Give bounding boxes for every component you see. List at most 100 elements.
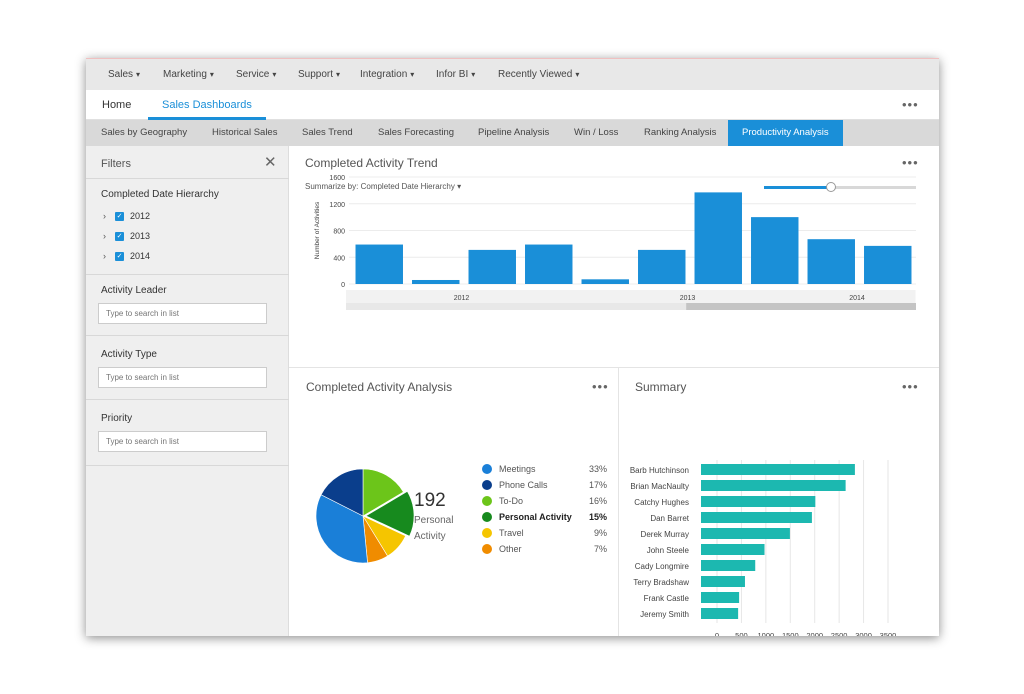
summary-bar — [701, 592, 740, 603]
menu-label: Infor BI — [436, 69, 469, 80]
y-category-label: Cady Longmire — [635, 562, 690, 571]
chevron-right-icon[interactable]: › — [103, 251, 106, 261]
trend-bar — [807, 239, 855, 284]
activity-leader-label: Activity Leader — [101, 285, 167, 296]
trend-bar — [751, 217, 799, 284]
y-category-label: Catchy Hughes — [634, 498, 689, 507]
activity-type-search-input[interactable] — [98, 367, 267, 388]
caret-down-icon: ▾ — [575, 70, 580, 79]
tab-home[interactable]: Home — [102, 99, 132, 111]
summary-title: Summary — [635, 380, 687, 394]
menu-label: Support — [298, 69, 334, 80]
subtab-win-loss[interactable]: Win / Loss — [574, 127, 619, 138]
divider — [86, 399, 289, 400]
x-tick-label: 500 — [735, 631, 748, 636]
subtab-historical-sales[interactable]: Historical Sales — [212, 127, 278, 138]
tree-item-2014[interactable]: › ✓ 2014 — [103, 249, 150, 263]
tree-item-label: 2012 — [130, 211, 151, 221]
subtab-pipeline-analysis[interactable]: Pipeline Analysis — [478, 127, 550, 138]
divider — [86, 178, 289, 179]
more-options-icon[interactable]: ••• — [592, 379, 609, 394]
scroll-thumb — [686, 303, 916, 310]
trend-bar — [638, 249, 686, 284]
more-options-icon[interactable]: ••• — [902, 155, 919, 170]
year-group-label: 2014 — [849, 295, 865, 302]
legend-item[interactable]: Personal Activity 15% — [482, 510, 607, 524]
date-hierarchy-label: Completed Date Hierarchy — [101, 189, 219, 200]
legend-color-dot — [482, 544, 492, 554]
tree-item-2012[interactable]: › ✓ 2012 — [103, 209, 150, 223]
menu-infor-bi[interactable]: Infor BI ▾ — [436, 69, 475, 80]
legend-color-dot — [482, 528, 492, 538]
menu-integration[interactable]: Integration ▾ — [360, 69, 414, 80]
tree-item-label: 2013 — [130, 231, 151, 241]
y-category-label: Barb Hutchinson — [630, 466, 689, 475]
legend-percent: 16% — [588, 496, 607, 506]
checkbox-checked-icon[interactable]: ✓ — [115, 211, 124, 221]
legend-percent: 33% — [588, 464, 607, 474]
slider-handle[interactable] — [826, 182, 836, 192]
legend-color-dot — [482, 496, 492, 506]
summary-panel: Summary ••• 0 500 1000 1500 2000 2500 3000 3500… — [620, 368, 939, 636]
legend-item[interactable]: Travel 9% — [482, 526, 607, 540]
caret-down-icon: ▾ — [471, 70, 476, 79]
caret-down-icon: ▾ — [410, 70, 415, 79]
legend-percent: 7% — [593, 544, 607, 554]
summary-bar — [701, 544, 765, 555]
summary-bar — [701, 528, 790, 539]
legend-item[interactable]: To-Do 16% — [482, 494, 607, 508]
subtab-sales-trend[interactable]: Sales Trend — [302, 127, 353, 138]
filters-title: Filters — [101, 158, 131, 170]
summary-bar — [701, 512, 812, 523]
tree-item-2013[interactable]: › ✓ 2013 — [103, 229, 150, 243]
summarize-by-dropdown[interactable]: Summarize by: Completed Date Hierarchy ▾ — [305, 182, 461, 191]
pie-slice — [365, 490, 415, 537]
legend-percent: 17% — [588, 480, 607, 490]
subtab-sales-by-geography[interactable]: Sales by Geography — [101, 127, 188, 138]
more-options-icon[interactable]: ••• — [902, 379, 919, 394]
legend-color-dot — [482, 464, 492, 474]
menu-label: Service — [236, 69, 270, 80]
priority-search-input[interactable] — [98, 431, 267, 452]
subtab-productivity-analysis[interactable]: Productivity Analysis — [728, 120, 843, 146]
checkbox-checked-icon[interactable]: ✓ — [115, 251, 124, 261]
caret-down-icon: ▾ — [209, 70, 214, 79]
menu-label: Recently Viewed — [498, 69, 573, 80]
y-category-label: Dan Barret — [650, 514, 689, 523]
legend-item[interactable]: Meetings 33% — [482, 462, 607, 476]
activity-leader-search-input[interactable] — [98, 303, 267, 324]
menu-recently-viewed[interactable]: Recently Viewed ▾ — [498, 69, 579, 80]
menu-label: Sales — [108, 69, 134, 80]
menu-sales[interactable]: Sales ▾ — [108, 69, 140, 80]
trend-bar — [412, 279, 460, 284]
summary-bar — [701, 464, 855, 475]
scroll-track — [346, 303, 916, 310]
more-options-icon[interactable]: ••• — [902, 97, 919, 112]
legend-label: Meetings — [499, 464, 536, 474]
sub-tab-bar: Sales by Geography Historical Sales Sale… — [86, 120, 939, 146]
menu-support[interactable]: Support ▾ — [298, 69, 340, 80]
top-menu-bar: Sales ▾ Marketing ▾ Service ▾ Support ▾ Inte… — [86, 58, 939, 90]
checkbox-checked-icon[interactable]: ✓ — [115, 231, 124, 241]
legend-item[interactable]: Other 7% — [482, 542, 607, 556]
menu-service[interactable]: Service ▾ — [236, 69, 276, 80]
summary-bar — [701, 496, 816, 507]
subtab-sales-forecasting[interactable]: Sales Forecasting — [378, 127, 455, 138]
caret-down-icon: ▾ — [336, 70, 341, 79]
subtab-ranking-analysis[interactable]: Ranking Analysis — [644, 127, 717, 138]
trend-title: Completed Activity Trend — [305, 156, 438, 170]
summarize-label: Summarize by: — [305, 182, 359, 191]
chevron-right-icon[interactable]: › — [103, 211, 106, 221]
trend-bar — [525, 244, 573, 284]
trend-bar — [694, 192, 742, 284]
tab-sales-dashboards[interactable]: Sales Dashboards — [162, 99, 252, 111]
tab-bar: Home Sales Dashboards ••• — [86, 90, 939, 120]
legend-item[interactable]: Phone Calls 17% — [482, 478, 607, 492]
close-icon[interactable]: ✕ — [264, 154, 277, 171]
range-slider[interactable] — [764, 182, 916, 192]
pie-slice — [320, 468, 364, 517]
chevron-right-icon[interactable]: › — [103, 231, 106, 241]
caret-down-icon: ▾ — [457, 182, 462, 191]
menu-marketing[interactable]: Marketing ▾ — [163, 69, 214, 80]
